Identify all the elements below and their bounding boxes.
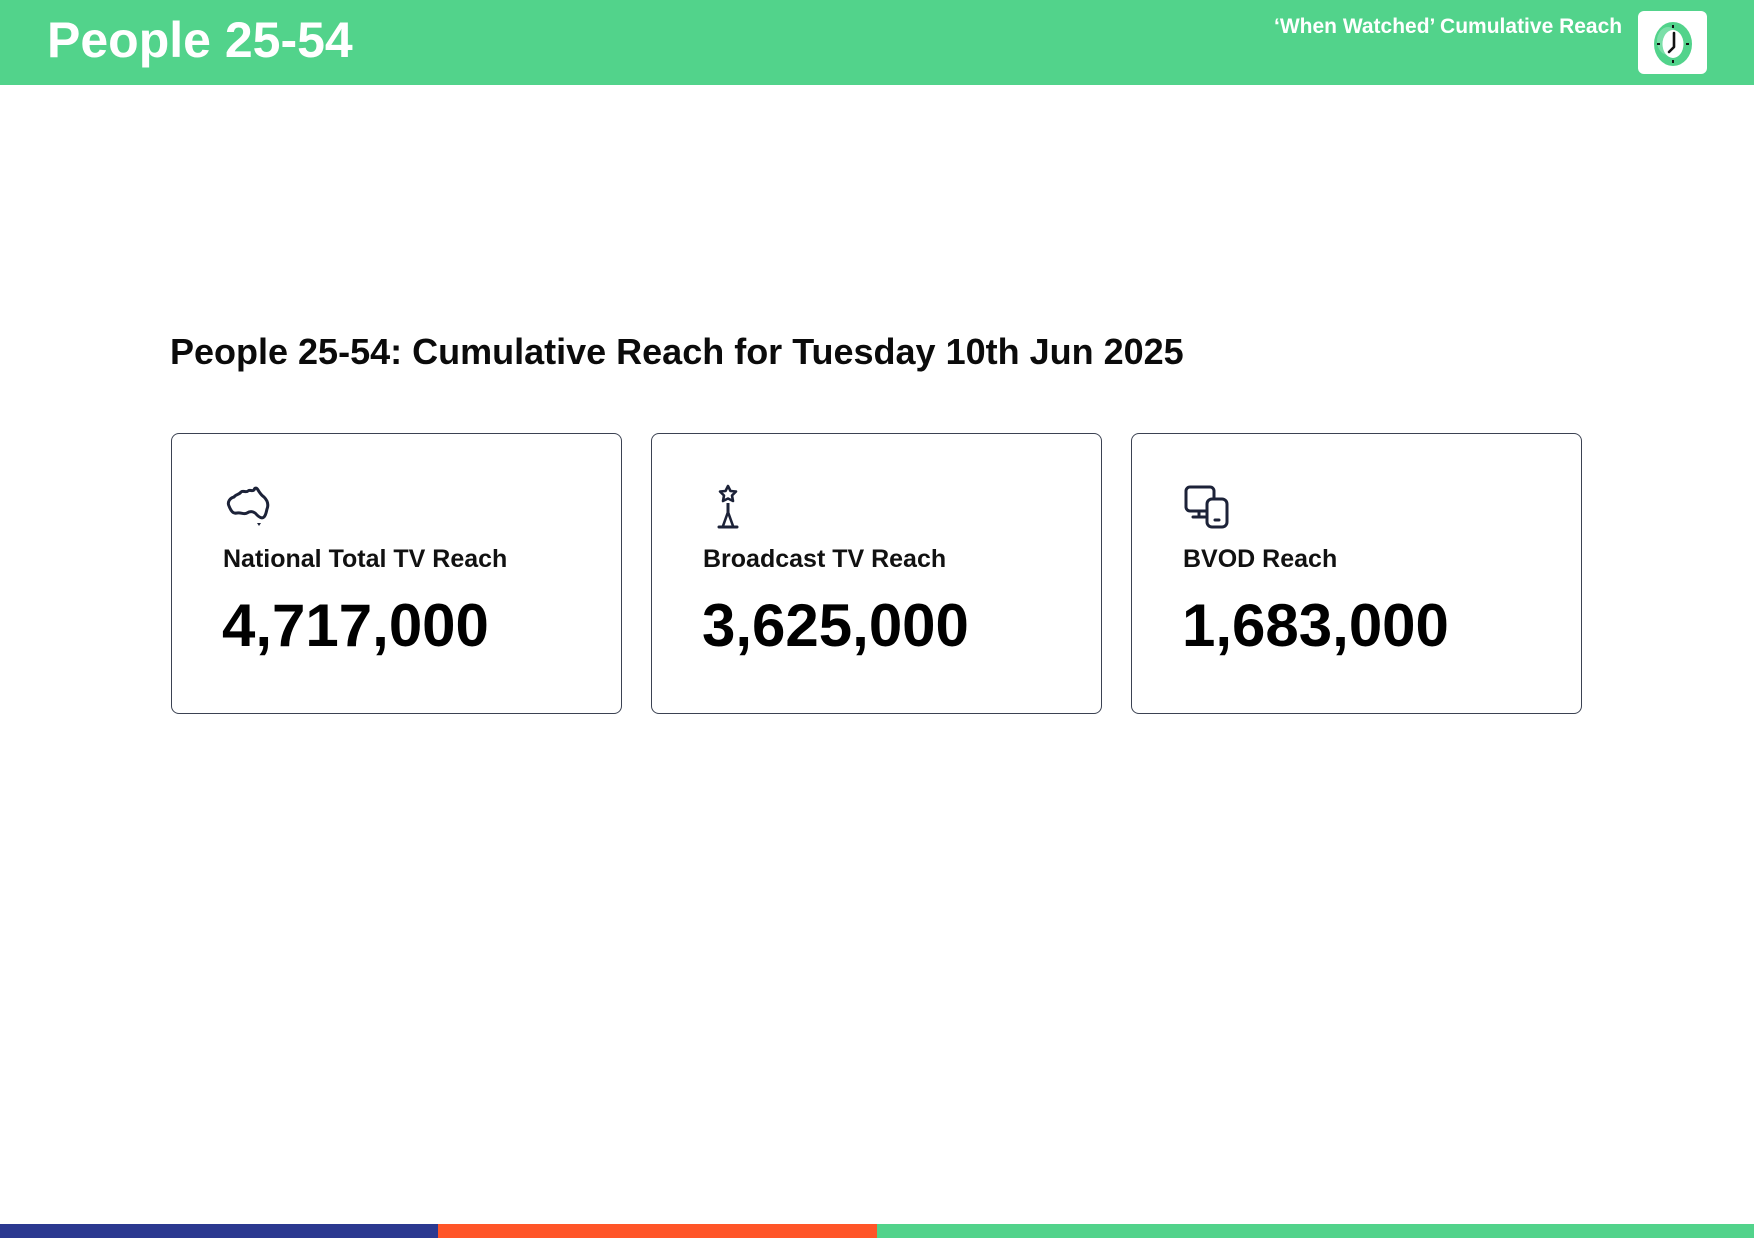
devices-icon xyxy=(1184,485,1229,529)
metric-card-national-total-tv: National Total TV Reach 4,717,000 xyxy=(171,433,622,714)
metric-label: BVOD Reach xyxy=(1183,545,1338,573)
broadcast-tower-icon xyxy=(717,484,739,529)
page-title: People 25-54 xyxy=(47,12,353,68)
clock-logo xyxy=(1638,11,1707,74)
metric-value: 4,717,000 xyxy=(222,592,489,659)
header-bar: People 25-54 ‘When Watched’ Cumulative R… xyxy=(0,0,1754,85)
metric-card-bvod: BVOD Reach 1,683,000 xyxy=(1131,433,1582,714)
metric-label: Broadcast TV Reach xyxy=(703,545,947,573)
footer-segment-orange xyxy=(438,1224,877,1238)
footer-color-bar xyxy=(0,1224,1754,1238)
footer-segment-green xyxy=(877,1224,1754,1238)
metric-label: National Total TV Reach xyxy=(223,545,508,573)
clock-icon xyxy=(1654,22,1692,66)
australia-map-icon xyxy=(226,486,270,526)
metric-value: 3,625,000 xyxy=(702,592,969,659)
metric-card-broadcast-tv: Broadcast TV Reach 3,625,000 xyxy=(651,433,1102,714)
footer-segment-blue xyxy=(0,1224,438,1238)
report-type-label: ‘When Watched’ Cumulative Reach xyxy=(1274,15,1623,38)
metric-value: 1,683,000 xyxy=(1182,592,1449,659)
report-title: People 25-54: Cumulative Reach for Tuesd… xyxy=(170,331,1184,372)
